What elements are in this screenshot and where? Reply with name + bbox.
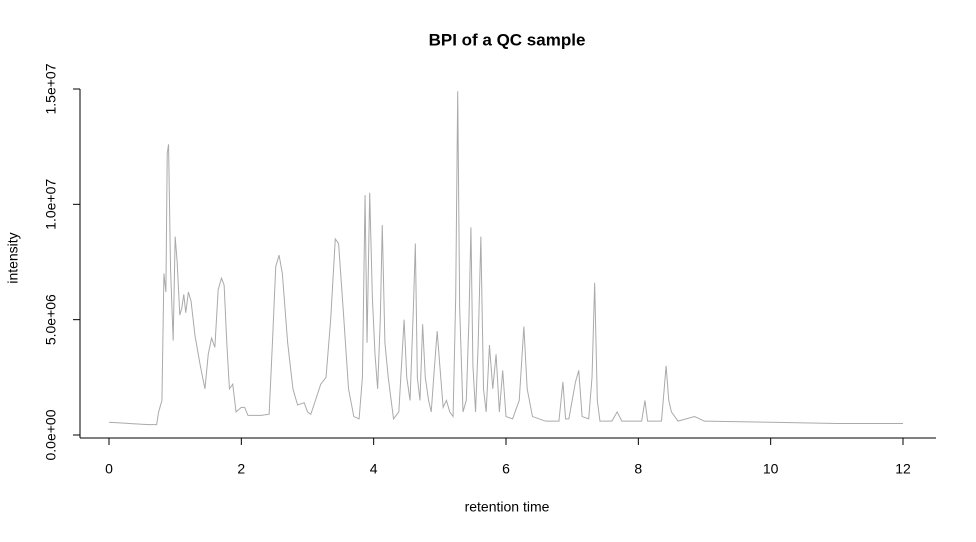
y-axis-label: intensity: [5, 232, 21, 283]
y-tick-label: 1.5e+07: [43, 63, 59, 114]
x-tick-label: 6: [502, 461, 510, 477]
data-line: [108, 91, 903, 426]
x-axis-label: retention time: [465, 499, 550, 515]
x-tick-label: 2: [237, 461, 245, 477]
x-tick-label: 8: [634, 461, 642, 477]
chart-title: BPI of a QC sample: [429, 30, 586, 49]
y-tick-label: 0.0e+00: [43, 409, 59, 460]
y-tick-label: 1.0e+07: [43, 179, 59, 230]
x-tick-label: 0: [105, 461, 113, 477]
y-tick-label: 5.0e+06: [43, 294, 59, 345]
x-tick-label: 10: [763, 461, 779, 477]
x-tick-label: 12: [895, 461, 911, 477]
x-tick-label: 4: [370, 461, 378, 477]
